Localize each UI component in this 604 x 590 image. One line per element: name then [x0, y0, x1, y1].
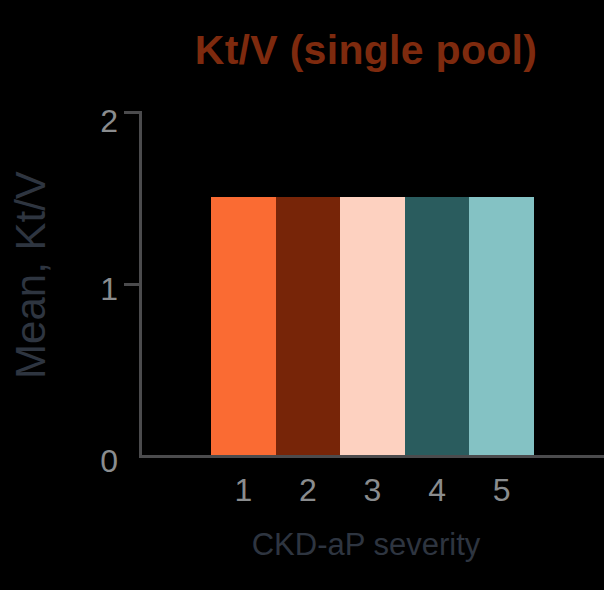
bar-severity-2 [276, 197, 341, 455]
y-axis-label: Mean, Kt/V [9, 125, 53, 425]
chart-title: Kt/V (single pool) [128, 27, 604, 74]
x-tick-label: 4 [404, 474, 470, 506]
x-tick-label: 5 [469, 474, 535, 506]
x-tick-label: 3 [340, 474, 406, 506]
y-tick-label: 2 [60, 105, 118, 137]
bar-severity-1 [211, 197, 276, 455]
y-tick-label: 1 [60, 273, 118, 305]
y-tick-mark [124, 111, 140, 114]
bar-severity-5 [469, 197, 534, 455]
x-axis-label: CKD-aP severity [128, 527, 604, 563]
x-tick-label: 1 [210, 474, 276, 506]
bar-severity-3 [340, 197, 405, 455]
bar-severity-4 [405, 197, 470, 455]
x-tick-label: 2 [275, 474, 341, 506]
y-tick-mark [124, 283, 140, 286]
y-tick-label: 0 [60, 445, 118, 477]
x-axis-line [139, 455, 604, 458]
bar-chart: Kt/V (single pool) Mean, Kt/V 012 12345 … [0, 0, 604, 590]
